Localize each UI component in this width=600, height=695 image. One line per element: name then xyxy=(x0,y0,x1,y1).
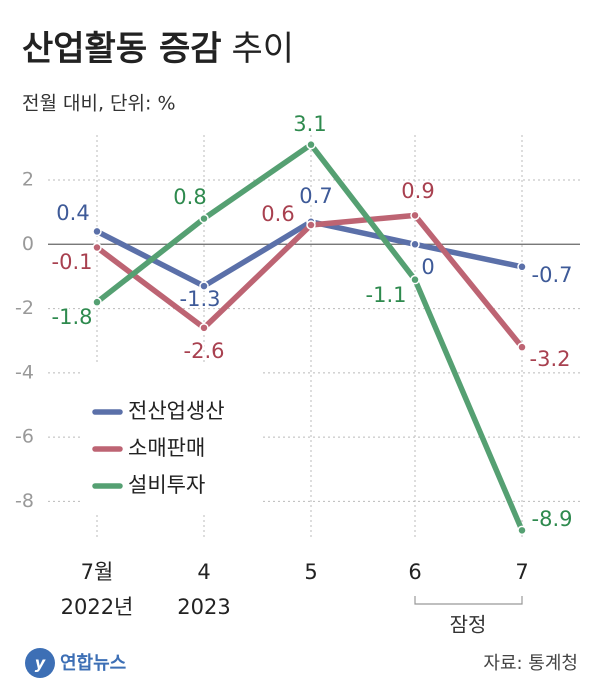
point xyxy=(199,213,209,224)
data-label: -0.1 xyxy=(52,250,93,274)
point xyxy=(199,281,209,291)
logo-mark: y xyxy=(35,654,46,673)
y-tick-label: 0 xyxy=(22,233,34,255)
x-tick-label: 4 xyxy=(197,560,210,584)
point xyxy=(92,297,102,307)
data-label: 0.4 xyxy=(56,201,89,225)
data-label: -1.8 xyxy=(52,305,93,329)
legend-label: 설비투자 xyxy=(128,473,205,497)
point xyxy=(306,139,316,150)
chart-title: 산업활동 증감 추이 xyxy=(22,29,294,69)
y-tick-label: 2 xyxy=(22,169,34,191)
data-label: 0.9 xyxy=(401,179,434,203)
title-suffix: 추이 xyxy=(232,29,295,69)
point xyxy=(517,342,527,352)
source: 자료: 통계청 xyxy=(483,653,578,674)
point xyxy=(410,210,420,221)
legend-label: 소매판매 xyxy=(128,436,205,460)
logo: 연합뉴스 xyxy=(60,652,126,674)
point xyxy=(92,226,102,237)
bracket xyxy=(414,596,523,605)
y-tick-label: -4 xyxy=(15,361,34,383)
point xyxy=(410,239,420,250)
x-tick-label: 7 xyxy=(515,560,528,584)
data-label: -0.7 xyxy=(532,263,573,287)
x-year-label: 2023 xyxy=(177,595,230,619)
annotation: 잠정 xyxy=(450,613,487,637)
y-tick-label: -6 xyxy=(15,426,34,448)
x-tick-label: 6 xyxy=(408,560,421,584)
y-tick-label: -2 xyxy=(15,297,34,319)
logo-icon xyxy=(25,648,55,678)
data-label: -2.6 xyxy=(184,339,225,363)
y-tick-label: -8 xyxy=(15,490,34,512)
data-label: -8.9 xyxy=(532,507,573,531)
legend-box xyxy=(80,362,262,515)
point xyxy=(199,323,209,333)
point xyxy=(517,525,527,536)
point xyxy=(517,262,527,272)
title-main: 산업활동 증감 xyxy=(22,29,222,69)
data-label: 0.7 xyxy=(299,184,332,208)
data-label: -3.2 xyxy=(530,347,571,371)
x-tick-label: 7월 xyxy=(81,560,114,584)
data-label: 0.8 xyxy=(173,185,206,209)
data-label: -1.3 xyxy=(180,287,221,311)
subtitle: 전월 대비, 단위: % xyxy=(22,93,176,115)
point xyxy=(306,220,316,230)
point xyxy=(410,274,420,285)
x-tick-label: 5 xyxy=(304,560,317,584)
x-year-label: 2022년 xyxy=(61,595,134,619)
data-label: 0.6 xyxy=(261,202,294,226)
point xyxy=(92,242,102,253)
legend-label: 전산업생산 xyxy=(128,399,225,423)
data-label: 0 xyxy=(421,255,434,279)
data-label: 3.1 xyxy=(293,112,326,136)
data-label: -1.1 xyxy=(366,283,407,307)
